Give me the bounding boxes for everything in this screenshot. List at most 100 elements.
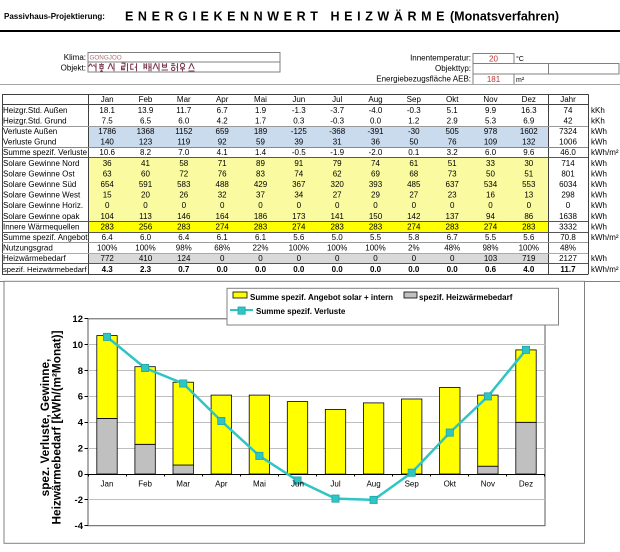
svg-text:kKh: kKh [591, 106, 605, 115]
svg-text:58: 58 [179, 159, 188, 168]
svg-text:kWh: kWh [591, 191, 607, 200]
svg-text:-2.0: -2.0 [369, 148, 383, 157]
svg-text:1638: 1638 [559, 212, 577, 221]
svg-text:Sep: Sep [405, 480, 420, 489]
svg-text:488: 488 [216, 180, 230, 189]
svg-text:5.6: 5.6 [293, 233, 305, 242]
svg-text:Heizgr.Std. Außen: Heizgr.Std. Außen [3, 106, 67, 115]
svg-text:2%: 2% [408, 244, 420, 253]
svg-text:583: 583 [177, 180, 191, 189]
svg-text:6.1: 6.1 [255, 233, 267, 242]
svg-text:Dez: Dez [519, 480, 533, 489]
svg-text:89: 89 [256, 159, 265, 168]
svg-text:20: 20 [141, 191, 150, 200]
svg-text:Jun: Jun [291, 480, 304, 489]
svg-text:0: 0 [258, 254, 263, 263]
svg-text:591: 591 [139, 180, 153, 189]
svg-text:0.0: 0.0 [217, 265, 229, 274]
svg-text:Okt: Okt [444, 480, 457, 489]
svg-text:-3.7: -3.7 [330, 106, 344, 115]
svg-text:274: 274 [407, 222, 421, 231]
svg-text:534: 534 [484, 180, 498, 189]
svg-text:1.4: 1.4 [255, 148, 267, 157]
svg-text:2.3: 2.3 [140, 265, 152, 274]
svg-text:256: 256 [139, 222, 153, 231]
svg-text:18.1: 18.1 [99, 106, 115, 115]
svg-text:186: 186 [254, 212, 268, 221]
svg-text:73: 73 [448, 169, 457, 178]
svg-text:1.2: 1.2 [408, 116, 420, 125]
svg-text:39: 39 [294, 138, 303, 147]
svg-text:5.8: 5.8 [408, 233, 420, 242]
svg-text:140: 140 [101, 138, 115, 147]
svg-text:spez. Verluste, Gewinne,: spez. Verluste, Gewinne, [38, 359, 52, 497]
svg-text:0.0: 0.0 [408, 265, 420, 274]
svg-text:Solare Gewinne opak: Solare Gewinne opak [3, 212, 80, 221]
svg-text:772: 772 [101, 254, 115, 263]
svg-text:63: 63 [103, 169, 112, 178]
svg-text:0.3: 0.3 [293, 116, 305, 125]
svg-text:801: 801 [561, 169, 575, 178]
svg-text:Innentemperatur:: Innentemperatur: [410, 54, 471, 63]
svg-text:0: 0 [488, 201, 493, 210]
svg-text:0: 0 [297, 254, 302, 263]
svg-text:5.0: 5.0 [332, 233, 344, 242]
svg-text:-125: -125 [291, 127, 308, 136]
svg-text:13: 13 [524, 191, 533, 200]
svg-text:Solare Gewinne West: Solare Gewinne West [3, 191, 81, 200]
svg-text:13.9: 13.9 [138, 106, 154, 115]
svg-text:kWh: kWh [591, 212, 607, 221]
svg-text:0: 0 [220, 254, 225, 263]
svg-text:124: 124 [177, 254, 191, 263]
svg-text:142: 142 [407, 212, 421, 221]
svg-text:4: 4 [78, 418, 84, 429]
svg-text:61: 61 [409, 159, 418, 168]
svg-text:Passivhaus-Projektierung:: Passivhaus-Projektierung: [4, 12, 105, 21]
svg-text:Heizwärmebedarf: Heizwärmebedarf [3, 254, 66, 263]
svg-text:Heizgr.Std. Grund: Heizgr.Std. Grund [3, 116, 67, 125]
svg-text:Solare Gewinne Ost: Solare Gewinne Ost [3, 169, 75, 178]
svg-text:Feb: Feb [138, 480, 152, 489]
svg-text:Objekt:: Objekt: [61, 64, 86, 73]
svg-text:553: 553 [522, 180, 536, 189]
svg-text:-1.3: -1.3 [292, 106, 306, 115]
svg-text:283: 283 [254, 222, 268, 231]
svg-text:Jahr: Jahr [560, 95, 576, 104]
svg-text:0: 0 [78, 469, 83, 480]
svg-text:Aug: Aug [366, 480, 380, 489]
svg-text:5.6: 5.6 [523, 233, 535, 242]
svg-text:kWh: kWh [591, 222, 607, 231]
svg-text:-391: -391 [367, 127, 384, 136]
svg-text:6.0: 6.0 [485, 148, 497, 157]
svg-text:0: 0 [220, 201, 225, 210]
svg-text:12: 12 [72, 314, 83, 325]
svg-text:119: 119 [177, 138, 190, 147]
svg-text:94: 94 [486, 212, 495, 221]
svg-text:2: 2 [78, 443, 83, 454]
svg-text:181: 181 [487, 75, 501, 84]
svg-text:Summe spezif. Verluste: Summe spezif. Verluste [3, 148, 88, 157]
svg-text:132: 132 [522, 138, 536, 147]
svg-text:8: 8 [78, 366, 83, 377]
svg-text:37: 37 [256, 191, 265, 200]
svg-text:30: 30 [524, 159, 533, 168]
svg-text:50: 50 [486, 169, 495, 178]
svg-text:7324: 7324 [559, 127, 577, 136]
svg-text:23: 23 [448, 191, 457, 200]
svg-text:27: 27 [333, 191, 342, 200]
svg-text:Energiebezugsfläche AEB:: Energiebezugsfläche AEB: [376, 75, 471, 84]
svg-text:-2: -2 [75, 495, 83, 506]
svg-text:283: 283 [101, 222, 115, 231]
svg-text:485: 485 [407, 180, 421, 189]
svg-text:-368: -368 [329, 127, 346, 136]
svg-text:978: 978 [484, 127, 498, 136]
svg-text:6034: 6034 [559, 180, 577, 189]
svg-text:spezif. Heizwärmebedarf: spezif. Heizwärmebedarf [3, 265, 87, 274]
svg-text:Verluste Grund: Verluste Grund [3, 138, 56, 147]
svg-text:429: 429 [254, 180, 268, 189]
svg-text:kWh: kWh [591, 127, 607, 136]
svg-text:27: 27 [409, 191, 418, 200]
svg-text:kWh/m²: kWh/m² [591, 148, 619, 157]
svg-text:9.6: 9.6 [523, 148, 535, 157]
svg-text:98%: 98% [482, 244, 498, 253]
